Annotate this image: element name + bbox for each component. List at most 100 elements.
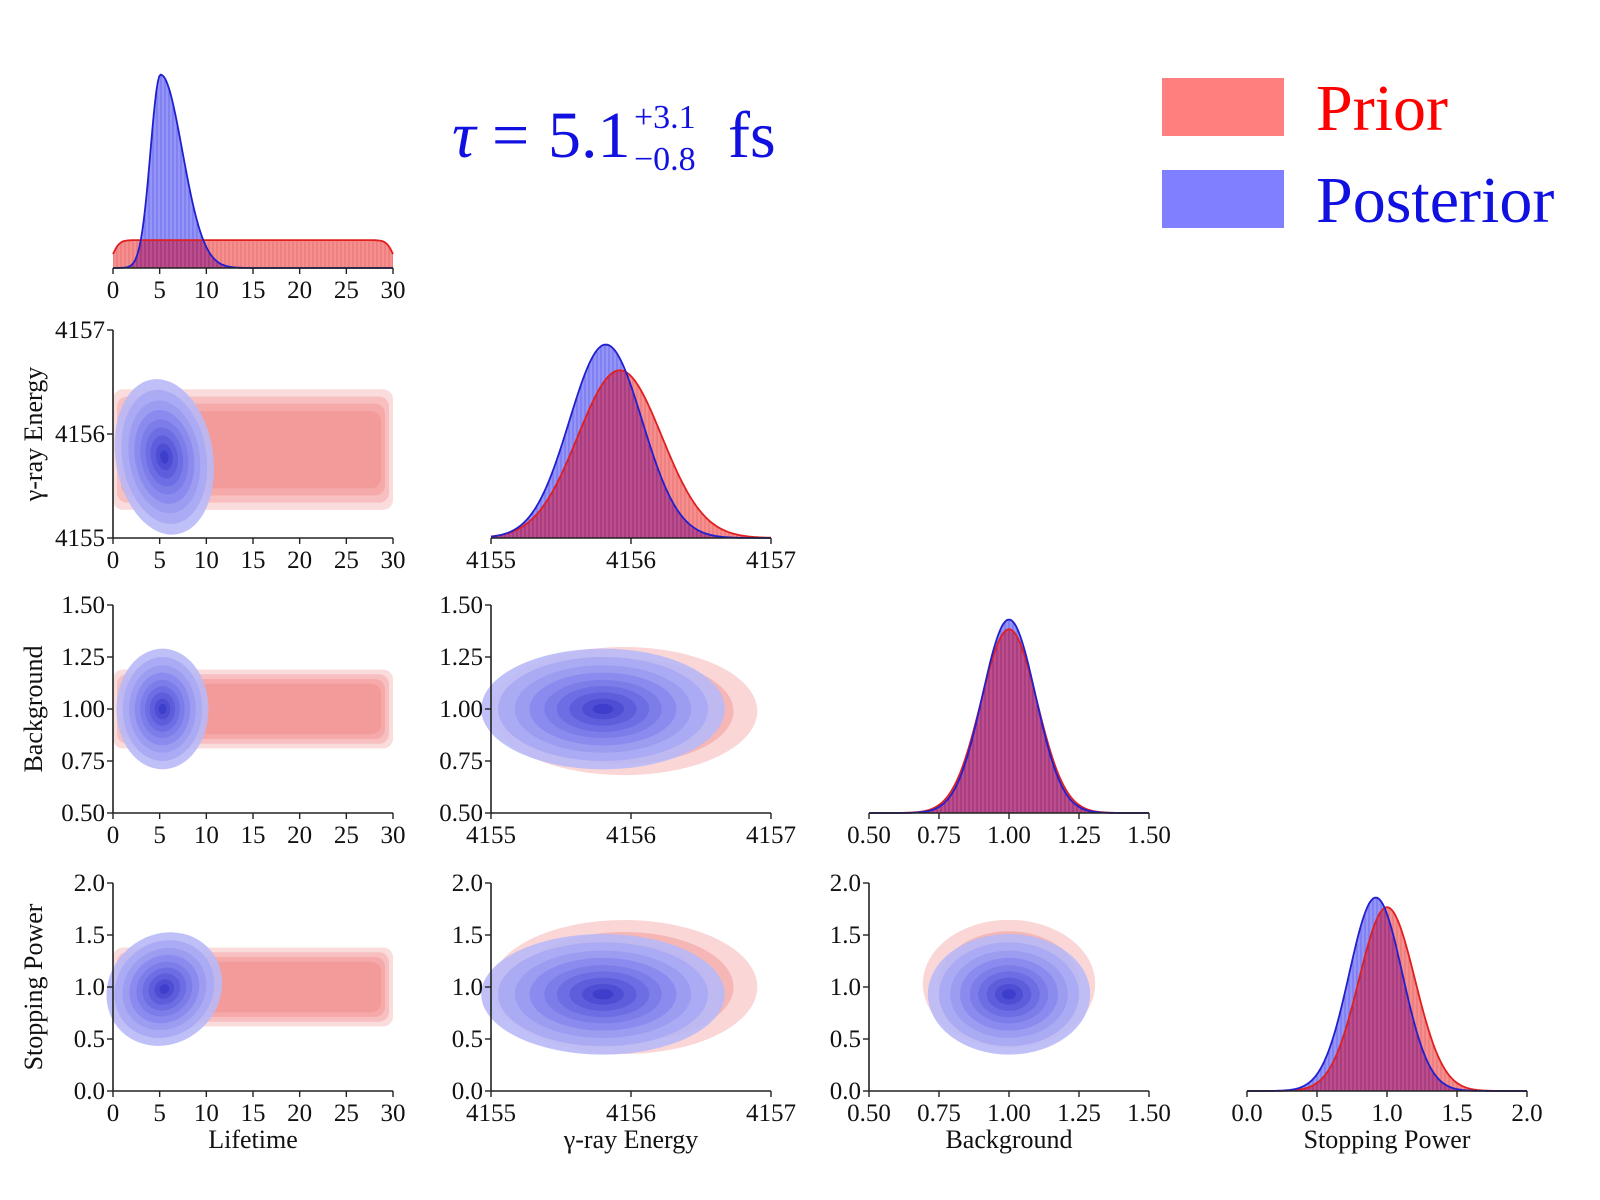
diag-stopping-x-tick-label: 1.0 — [1371, 1100, 1402, 1127]
pair-lifetime-stopping-x-tick-label: 10 — [194, 1100, 219, 1127]
pair-lifetime-stopping-x-tick-label: 30 — [381, 1100, 406, 1127]
diag-panel-background: 0.50 0.75 1.00 1.25 1.50 — [847, 618, 1171, 849]
diag-lifetime-x-tick-label: 15 — [241, 277, 266, 304]
pair-lifetime-energy-y-tick-label: 4157 — [55, 317, 105, 344]
pair-background-stopping-y-tick-label: 0.5 — [830, 1026, 861, 1053]
pair-background-stopping-y-tick-label: 1.0 — [830, 974, 861, 1001]
pair-panel-lifetime-background: 0 5 10 15 20 25 30 0.50 0.75 1.00 1.25 1.50 — [61, 592, 405, 849]
posterior-kde-line — [490, 343, 771, 539]
diag-lifetime-x-tick-label: 30 — [381, 277, 406, 304]
pair-lifetime-energy-x-tick-label: 25 — [334, 547, 359, 574]
overlap-histogram — [491, 370, 771, 538]
pair-panel-background-stopping: 0.50 0.75 1.00 1.25 1.50 Background 0.0 0.5 1.0 1… — [830, 870, 1171, 1154]
pair-lifetime-background-y-tick-label: 1.00 — [61, 696, 105, 723]
pair-panel-lifetime-stopping: 0 5 10 15 20 25 30 Lifetime 0.0 0.5 1.0 1.5 2.0 — [74, 870, 406, 1154]
pair-energy-stopping-x-tick-label: 4155 — [466, 1100, 516, 1127]
diag-stopping-x-axis-label: Stopping Power — [1304, 1125, 1471, 1154]
y-axis-label-background: Background — [19, 645, 48, 772]
pair-energy-stopping-x-axis-label: γ-ray Energy — [563, 1125, 698, 1154]
pair-lifetime-stopping-y-tick-label: 1.5 — [74, 922, 105, 949]
diag-lifetime-x-tick-label: 0 — [107, 277, 120, 304]
pair-lifetime-stopping-x-axis-label: Lifetime — [208, 1125, 298, 1154]
pair-energy-stopping-x-tick-label: 4156 — [606, 1100, 656, 1127]
diag-panel-stopping: 0.0 0.5 1.0 1.5 2.0 Stopping Power — [1231, 896, 1543, 1154]
pair-energy-background-x-tick-label: 4156 — [606, 822, 656, 849]
pair-energy-background-y-tick-label: 0.50 — [439, 800, 483, 827]
pair-lifetime-energy-x-tick-label: 0 — [107, 547, 120, 574]
posterior-histogram — [113, 74, 393, 268]
pair-lifetime-stopping-y-tick-label: 2.0 — [74, 870, 105, 897]
legend-swatch-prior — [1162, 78, 1284, 136]
posterior-contour — [160, 450, 169, 464]
diag-energy-x-tick-label: 4156 — [606, 547, 656, 574]
pair-lifetime-stopping-x-tick-label: 5 — [153, 1100, 166, 1127]
lifetime-annotation: τ = 5.1 +3.1 −0.8 fs — [452, 99, 776, 178]
pair-energy-background-y-tick-label: 1.00 — [439, 696, 483, 723]
diag-background-x-tick-label: 1.50 — [1127, 822, 1171, 849]
legend: Prior Posterior — [1162, 72, 1554, 237]
pair-energy-background-x-tick-label: 4155 — [466, 822, 516, 849]
diag-stopping-x-tick-label: 0.0 — [1231, 1100, 1262, 1127]
pair-background-stopping-y-tick-label: 2.0 — [830, 870, 861, 897]
annotation-unit: fs — [728, 99, 776, 172]
legend-label-posterior: Posterior — [1316, 164, 1554, 237]
pair-lifetime-background-y-tick-label: 0.50 — [61, 800, 105, 827]
pair-lifetime-energy-y-tick-label: 4156 — [55, 421, 105, 448]
pair-background-stopping-y-tick-label: 1.5 — [830, 922, 861, 949]
prior-kde-line — [490, 369, 771, 539]
legend-swatch-posterior — [1162, 170, 1284, 228]
diag-panel-energy: 4155 4156 4157 — [466, 343, 796, 574]
pair-energy-background-y-tick-label: 1.50 — [439, 592, 483, 619]
posterior-contour — [1002, 989, 1016, 1000]
diag-stopping-x-tick-label: 2.0 — [1511, 1100, 1542, 1127]
pair-lifetime-energy-y-tick-label: 4155 — [55, 525, 105, 552]
pair-background-stopping-x-tick-label: 1.50 — [1127, 1100, 1171, 1127]
diag-panel-lifetime: 0 5 10 15 20 25 30 — [107, 73, 406, 304]
y-axis-label-energy: γ-ray Energy — [19, 367, 48, 502]
pair-lifetime-stopping-x-tick-label: 25 — [334, 1100, 359, 1127]
pair-lifetime-background-x-tick-label: 25 — [334, 822, 359, 849]
pair-lifetime-background-x-tick-label: 0 — [107, 822, 120, 849]
pair-energy-stopping-x-tick-label: 4157 — [746, 1100, 796, 1127]
pair-energy-stopping-y-tick-label: 0.5 — [452, 1026, 483, 1053]
pair-lifetime-energy-x-tick-label: 10 — [194, 547, 219, 574]
pair-background-stopping-x-tick-label: 1.25 — [1057, 1100, 1101, 1127]
diag-background-x-tick-label: 0.50 — [847, 822, 891, 849]
pair-lifetime-background-x-tick-label: 20 — [287, 822, 312, 849]
pair-lifetime-energy-x-tick-label: 5 — [153, 547, 166, 574]
pair-background-stopping-x-tick-label: 0.50 — [847, 1100, 891, 1127]
pair-energy-background-y-tick-label: 0.75 — [439, 748, 483, 775]
annotation-upper: +3.1 — [634, 99, 696, 136]
pair-lifetime-stopping-x-tick-label: 0 — [107, 1100, 120, 1127]
overlap-histogram — [113, 240, 393, 268]
overlap-histogram — [1247, 908, 1527, 1091]
y-axis-label-stopping: Stopping Power — [19, 903, 48, 1070]
pair-lifetime-stopping-y-tick-label: 0.5 — [74, 1026, 105, 1053]
pair-energy-stopping-y-tick-label: 2.0 — [452, 870, 483, 897]
pair-lifetime-stopping-y-tick-label: 1.0 — [74, 974, 105, 1001]
pair-panel-energy-stopping: 4155 4156 4157 γ-ray Energy 0.0 0.5 1.0 1.5 2.0 — [452, 870, 796, 1154]
diag-lifetime-x-tick-label: 20 — [287, 277, 312, 304]
pair-energy-stopping-y-tick-label: 1.0 — [452, 974, 483, 1001]
pair-background-stopping-x-axis-label: Background — [945, 1125, 1072, 1154]
diag-background-x-tick-label: 1.00 — [987, 822, 1031, 849]
annotation-lower: −0.8 — [634, 141, 696, 178]
pair-energy-stopping-y-tick-label: 0.0 — [452, 1078, 483, 1105]
pair-energy-background-y-tick-label: 1.25 — [439, 644, 483, 671]
pair-background-stopping-x-tick-label: 0.75 — [917, 1100, 961, 1127]
pair-lifetime-background-x-tick-label: 30 — [381, 822, 406, 849]
pair-lifetime-background-x-tick-label: 10 — [194, 822, 219, 849]
posterior-contour — [592, 989, 614, 1000]
overlap-histogram — [869, 629, 1149, 813]
pair-lifetime-stopping-y-tick-label: 0.0 — [74, 1078, 105, 1105]
legend-label-prior: Prior — [1316, 72, 1448, 145]
pair-lifetime-stopping-x-tick-label: 15 — [241, 1100, 266, 1127]
prior-kde-line — [112, 239, 394, 255]
diag-energy-x-tick-label: 4157 — [746, 547, 796, 574]
diag-stopping-x-tick-label: 1.5 — [1441, 1100, 1472, 1127]
pair-panel-energy-background: 4155 4156 4157 0.50 0.75 1.00 1.25 1.50 — [439, 592, 796, 849]
annotation-value: 5.1 — [548, 99, 631, 172]
diag-stopping-x-tick-label: 0.5 — [1301, 1100, 1332, 1127]
pair-energy-stopping-y-tick-label: 1.5 — [452, 922, 483, 949]
